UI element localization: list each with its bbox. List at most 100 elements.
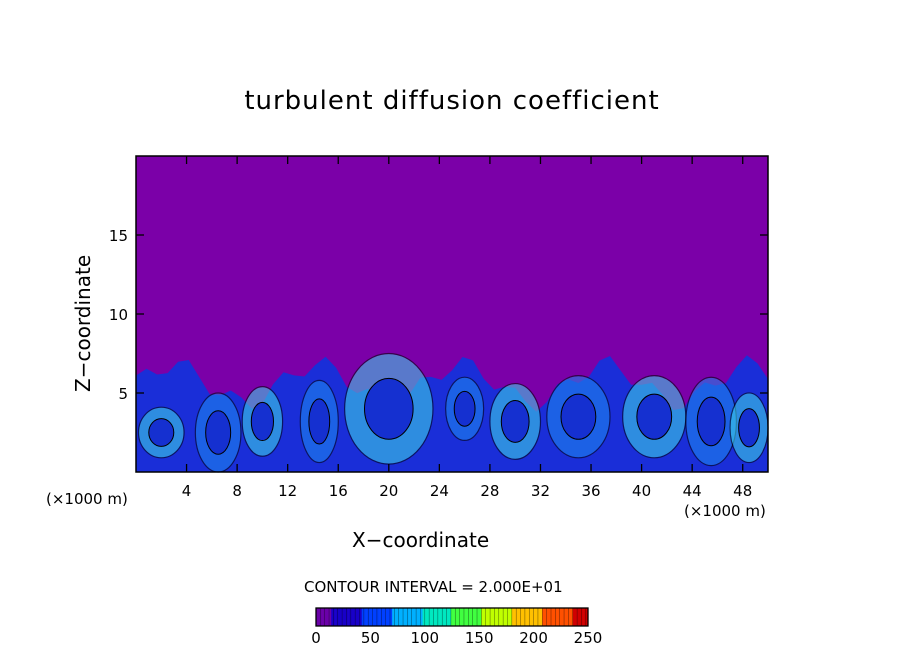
colorbar-swatch <box>487 608 491 626</box>
colorbar-swatch <box>472 608 476 626</box>
colorbar-swatch <box>442 608 445 626</box>
colorbar-swatch <box>570 608 574 626</box>
colorbar-swatch <box>398 608 402 626</box>
colorbar-swatch <box>537 608 541 626</box>
colorbar-swatch <box>346 608 349 626</box>
colorbar-swatch <box>466 608 469 626</box>
x-tick-label: 32 <box>531 482 550 500</box>
colorbar-swatch <box>574 608 578 626</box>
colorbar-swatch <box>479 608 482 626</box>
colorbar-swatch <box>366 608 369 626</box>
eddy-core <box>308 398 331 445</box>
y-tick-label: 10 <box>109 306 128 324</box>
colorbar-swatch <box>416 608 419 626</box>
colorbar-swatch <box>529 608 532 626</box>
colorbar-swatch <box>361 608 365 626</box>
eddy-core <box>250 401 274 442</box>
colorbar-swatch <box>326 608 330 626</box>
colorbar-swatch <box>572 608 576 626</box>
colorbar-swatch <box>564 608 567 626</box>
x-unit-label-left: (×1000 m) <box>46 490 128 508</box>
colorbar-swatch <box>500 608 504 626</box>
x-tick-label: 40 <box>632 482 651 500</box>
colorbar-swatch <box>431 608 434 626</box>
colorbar-swatch <box>579 608 582 626</box>
x-tick-label: 8 <box>232 482 242 500</box>
colorbar-swatch <box>455 608 458 626</box>
colorbar-swatch <box>318 608 321 626</box>
colorbar-swatch <box>490 608 493 626</box>
colorbar: 0 50 100 150 200 250 <box>311 607 603 647</box>
colorbar-swatch <box>492 608 495 626</box>
colorbar-swatch <box>542 608 545 626</box>
colorbar-swatch <box>422 608 426 626</box>
colorbar-swatch <box>485 608 489 626</box>
colorbar-swatch <box>411 608 415 626</box>
colorbar-tick-label: 100 <box>410 629 439 647</box>
heatmap-field <box>136 156 769 473</box>
colorbar-swatch <box>503 608 506 626</box>
colorbar-swatch <box>329 608 332 626</box>
colorbar-swatch <box>394 608 397 626</box>
x-tick-label: 48 <box>733 482 752 500</box>
colorbar-swatch <box>518 608 521 626</box>
colorbar-swatch <box>581 608 584 626</box>
colorbar-swatch <box>385 608 389 626</box>
x-tick-label: 16 <box>329 482 348 500</box>
eddy-core <box>636 393 673 440</box>
colorbar-swatch <box>544 608 547 626</box>
colorbar-swatch <box>403 608 406 626</box>
colorbar-swatch <box>585 608 589 626</box>
colorbar-swatch <box>463 608 467 626</box>
colorbar-swatch <box>379 608 382 626</box>
colorbar-swatch <box>424 608 428 626</box>
colorbar-swatch <box>520 608 524 626</box>
x-tick-label: 12 <box>278 482 297 500</box>
colorbar-swatch <box>527 608 530 626</box>
eddy-core <box>205 410 232 455</box>
colorbar-swatch <box>531 608 534 626</box>
colorbar-swatch <box>459 608 463 626</box>
colorbar-swatch <box>359 608 362 626</box>
colorbar-tick-label: 50 <box>361 629 380 647</box>
colorbar-swatch <box>342 608 345 626</box>
colorbar-swatch <box>522 608 526 626</box>
colorbar-swatch <box>559 608 563 626</box>
eddy-core <box>696 396 726 447</box>
colorbar-swatch <box>400 608 404 626</box>
colorbar-swatch <box>577 608 580 626</box>
colorbar-swatch <box>372 608 376 626</box>
colorbar-tick-label: 250 <box>574 629 603 647</box>
colorbar-swatch <box>370 608 373 626</box>
colorbar-swatch <box>496 608 500 626</box>
y-tick-label: 5 <box>118 385 128 403</box>
colorbar-swatch <box>383 608 386 626</box>
colorbar-swatch <box>583 608 587 626</box>
colorbar-swatch <box>450 608 454 626</box>
colorbar-swatch <box>409 608 413 626</box>
colorbar-swatch <box>433 608 436 626</box>
x-tick-label: 4 <box>182 482 192 500</box>
colorbar-swatch <box>509 608 513 626</box>
colorbar-swatch <box>557 608 561 626</box>
colorbar-swatch <box>320 608 323 626</box>
x-axis-label: X−coordinate <box>352 528 490 552</box>
colorbar-swatch <box>339 608 343 626</box>
colorbar-tick-label: 200 <box>519 629 548 647</box>
x-tick-label: 36 <box>581 482 600 500</box>
colorbar-swatch <box>481 608 484 626</box>
colorbar-swatch <box>470 608 473 626</box>
colorbar-swatch <box>374 608 378 626</box>
colorbar-swatch <box>555 608 558 626</box>
x-unit-label-right: (×1000 m) <box>684 502 766 520</box>
colorbar-swatch <box>420 608 423 626</box>
x-tick-label: 24 <box>430 482 449 500</box>
x-tick-label: 44 <box>683 482 702 500</box>
colorbar-swatch <box>453 608 456 626</box>
colorbar-tick-label: 0 <box>311 629 321 647</box>
eddy-core <box>148 418 175 447</box>
eddy-core <box>500 400 530 443</box>
colorbar-swatch <box>446 608 450 626</box>
colorbar-swatch <box>389 608 393 626</box>
